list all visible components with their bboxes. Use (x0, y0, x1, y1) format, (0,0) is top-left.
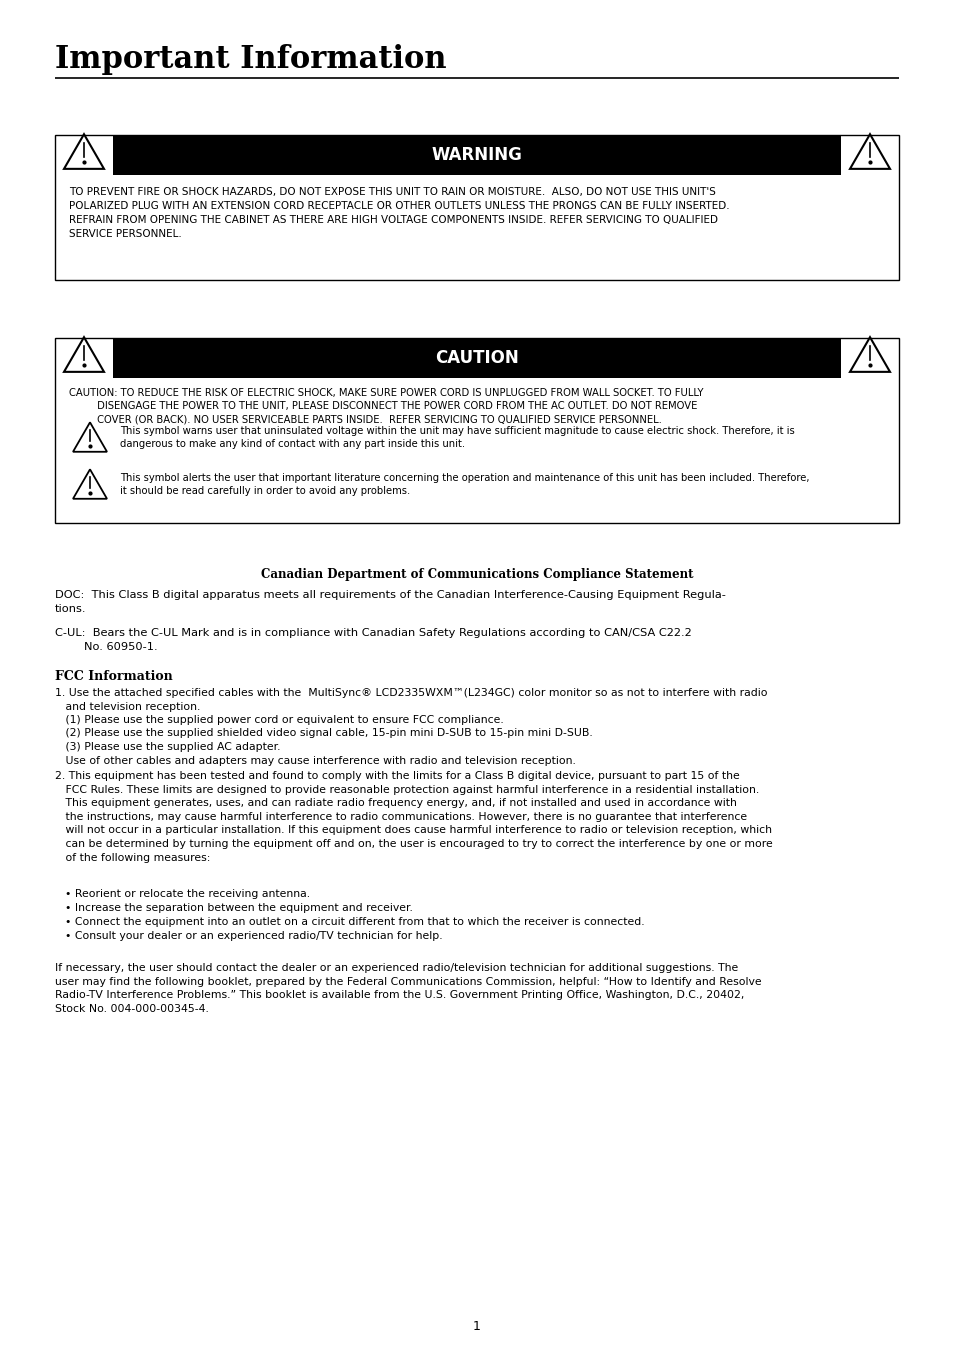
Polygon shape (849, 134, 889, 169)
Text: If necessary, the user should contact the dealer or an experienced radio/televis: If necessary, the user should contact th… (55, 963, 760, 1013)
Text: 2. This equipment has been tested and found to comply with the limits for a Clas: 2. This equipment has been tested and fo… (55, 771, 772, 862)
Text: CAUTION: TO REDUCE THE RISK OF ELECTRIC SHOCK, MAKE SURE POWER CORD IS UNPLUGGED: CAUTION: TO REDUCE THE RISK OF ELECTRIC … (69, 388, 702, 399)
Polygon shape (73, 469, 107, 499)
Bar (112, 135, 841, 176)
Polygon shape (64, 134, 104, 169)
Text: • Consult your dealer or an experienced radio/TV technician for help.: • Consult your dealer or an experienced … (65, 931, 442, 942)
Text: (2) Please use the supplied shielded video signal cable, 15-pin mini D-SUB to 15: (2) Please use the supplied shielded vid… (55, 728, 592, 739)
Polygon shape (64, 338, 104, 372)
Text: • Connect the equipment into an outlet on a circuit different from that to which: • Connect the equipment into an outlet o… (65, 917, 644, 927)
Text: Canadian Department of Communications Compliance Statement: Canadian Department of Communications Co… (260, 567, 693, 581)
Text: TO PREVENT FIRE OR SHOCK HAZARDS, DO NOT EXPOSE THIS UNIT TO RAIN OR MOISTURE.  : TO PREVENT FIRE OR SHOCK HAZARDS, DO NOT… (69, 186, 729, 239)
Text: Use of other cables and adapters may cause interference with radio and televisio: Use of other cables and adapters may cau… (55, 755, 576, 766)
Text: and television reception.: and television reception. (55, 701, 200, 712)
Text: WARNING: WARNING (431, 146, 522, 163)
Text: 1. Use the attached specified cables with the  MultiSync® LCD2335WXM™(L234GC) co: 1. Use the attached specified cables wit… (55, 688, 767, 698)
Text: FCC Information: FCC Information (55, 670, 172, 684)
Text: COVER (OR BACK). NO USER SERVICEABLE PARTS INSIDE.  REFER SERVICING TO QUALIFIED: COVER (OR BACK). NO USER SERVICEABLE PAR… (69, 413, 661, 424)
Text: (1) Please use the supplied power cord or equivalent to ensure FCC compliance.: (1) Please use the supplied power cord o… (55, 715, 503, 725)
Text: DOC:  This Class B digital apparatus meets all requirements of the Canadian Inte: DOC: This Class B digital apparatus meet… (55, 590, 725, 613)
Text: This symbol warns user that uninsulated voltage within the unit may have suffici: This symbol warns user that uninsulated … (120, 426, 794, 449)
Bar (55, 338, 898, 523)
Text: DISENGAGE THE POWER TO THE UNIT, PLEASE DISCONNECT THE POWER CORD FROM THE AC OU: DISENGAGE THE POWER TO THE UNIT, PLEASE … (69, 401, 697, 411)
Text: • Increase the separation between the equipment and receiver.: • Increase the separation between the eq… (65, 902, 413, 913)
Polygon shape (73, 423, 107, 451)
Text: • Reorient or relocate the receiving antenna.: • Reorient or relocate the receiving ant… (65, 889, 310, 898)
Text: Important Information: Important Information (55, 45, 446, 76)
Polygon shape (849, 338, 889, 372)
Text: C-UL:  Bears the C-UL Mark and is in compliance with Canadian Safety Regulations: C-UL: Bears the C-UL Mark and is in comp… (55, 628, 691, 653)
Bar (112, 338, 841, 378)
Text: (3) Please use the supplied AC adapter.: (3) Please use the supplied AC adapter. (55, 742, 280, 753)
Bar (55, 135, 898, 280)
Text: 1: 1 (473, 1320, 480, 1333)
Text: This symbol alerts the user that important literature concerning the operation a: This symbol alerts the user that importa… (120, 473, 809, 496)
Text: CAUTION: CAUTION (435, 349, 518, 367)
